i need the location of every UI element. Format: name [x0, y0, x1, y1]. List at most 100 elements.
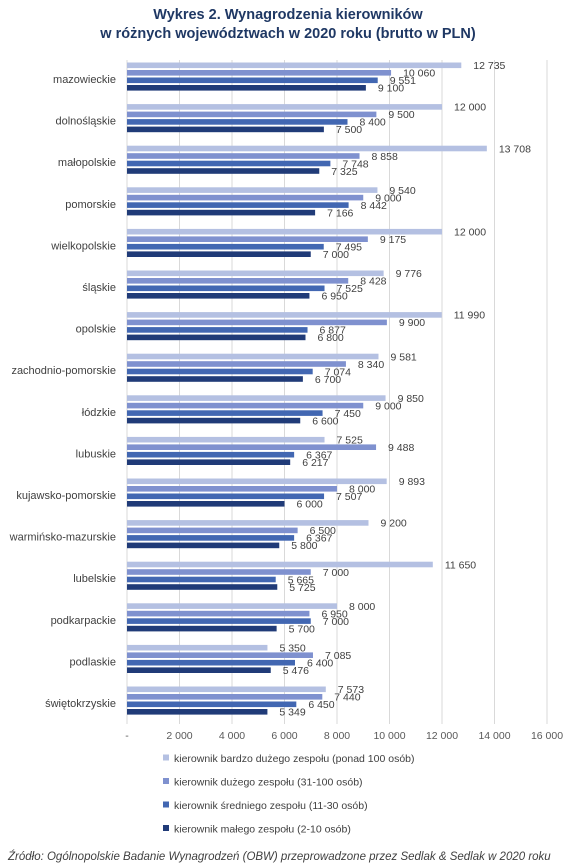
bar [127, 436, 325, 443]
bar [127, 145, 487, 152]
value-label: 6 450 [308, 699, 334, 711]
value-label: 7 085 [325, 650, 351, 662]
value-label: 7 440 [334, 692, 360, 704]
value-label: 7 000 [323, 249, 349, 261]
value-label: 6 600 [312, 415, 338, 427]
value-label: 7 000 [323, 567, 349, 579]
bar [127, 493, 325, 500]
bar [127, 236, 368, 242]
value-label: 7 507 [336, 491, 362, 503]
bar [127, 542, 280, 549]
category-label: warmińsko-mazurskie [9, 532, 116, 544]
bar [127, 486, 337, 492]
bar [127, 111, 377, 118]
bar [127, 194, 364, 201]
value-label: 9 175 [380, 234, 406, 246]
bar [127, 459, 291, 465]
bar [127, 361, 346, 367]
value-label: 5 349 [279, 707, 305, 719]
value-label: 9 000 [375, 192, 401, 204]
category-label: lubelskie [73, 573, 116, 585]
value-label: 8 000 [349, 484, 375, 496]
value-label: 7 500 [336, 124, 362, 136]
value-label: 11 990 [454, 310, 485, 322]
bar [127, 561, 433, 568]
bar [127, 410, 323, 416]
legend-swatch [163, 754, 169, 761]
value-label: 5 700 [289, 623, 315, 635]
value-label: 8 000 [349, 601, 375, 613]
value-label: 6 500 [310, 525, 336, 537]
bar [127, 168, 320, 174]
value-label: 8 442 [361, 200, 387, 212]
legend-label: kierownik bardzo dużego zespołu (ponad 1… [174, 753, 415, 765]
bar [127, 376, 303, 382]
value-label: 7 450 [335, 408, 361, 420]
bar [127, 153, 360, 159]
value-label: 7 573 [338, 684, 364, 696]
value-label: 8 340 [358, 359, 384, 371]
value-label: 9 893 [399, 476, 425, 488]
bar [127, 402, 364, 409]
value-label: 6 950 [321, 608, 347, 620]
bar [127, 644, 268, 651]
value-label: 9 540 [389, 185, 415, 197]
category-label: opolskie [76, 324, 116, 336]
bar [127, 667, 271, 673]
legend-swatch [163, 801, 169, 808]
bar [127, 270, 384, 277]
value-label: 8 428 [360, 276, 386, 288]
bar [127, 202, 349, 208]
x-tick-label: 16 000 [531, 730, 563, 742]
value-label: 8 400 [360, 117, 386, 129]
value-label: 6 367 [306, 450, 332, 462]
bar [127, 312, 442, 318]
legend-label: kierownik dużego zespołu (31-100 osób) [174, 777, 363, 789]
value-label: 6 800 [318, 332, 344, 344]
value-label: 7 495 [336, 242, 362, 254]
legend-label: kierownik małego zespołu (2-10 osób) [174, 824, 351, 836]
x-tick-labels: - 2 000 4 000 6 000 8 000 10 000 12 000 14 000 1… [125, 730, 563, 742]
value-label: 7 000 [323, 616, 349, 628]
x-tick-label: 6 000 [271, 730, 297, 742]
bar [127, 62, 462, 69]
bar [127, 659, 295, 666]
category-label: podlaskie [70, 656, 116, 668]
chart-title-line-2: w różnych województwach w 2020 roku (bru… [99, 26, 476, 42]
x-tick-label: 14 000 [478, 730, 510, 742]
value-label: 10 060 [403, 68, 435, 80]
bar [127, 278, 349, 284]
bar [127, 293, 310, 299]
category-label: podkarpackie [51, 615, 116, 627]
bar [127, 709, 268, 715]
value-label: 9 551 [390, 75, 416, 87]
category-label: pomorskie [65, 199, 116, 211]
bar [127, 535, 295, 541]
category-label: zachodnio-pomorskie [11, 365, 116, 377]
value-label: 6 950 [321, 291, 347, 303]
category-label: małopolskie [58, 157, 116, 169]
bar [127, 70, 392, 76]
bar [127, 527, 298, 534]
value-label: 9 100 [378, 83, 404, 95]
value-label: 13 708 [499, 143, 531, 155]
category-label: śląskie [82, 282, 116, 294]
bar [127, 228, 442, 235]
value-label: 9 500 [388, 109, 414, 121]
bar [127, 478, 387, 485]
value-label: 11 650 [445, 559, 476, 571]
value-label: 5 725 [289, 582, 315, 594]
value-label: 7 748 [342, 158, 368, 170]
value-label: 9 776 [396, 268, 422, 280]
bar [127, 686, 326, 693]
value-label: 6 700 [315, 374, 341, 386]
value-label: 5 350 [279, 643, 305, 655]
bar [127, 209, 316, 216]
value-label: 7 525 [337, 435, 363, 447]
source-note: Źródło: Ogólnopolskie Badanie Wynagrodze… [7, 850, 551, 863]
bar [127, 501, 285, 507]
value-label: 8 858 [372, 151, 398, 163]
x-tick-label: 10 000 [373, 730, 405, 742]
bar [127, 417, 301, 424]
